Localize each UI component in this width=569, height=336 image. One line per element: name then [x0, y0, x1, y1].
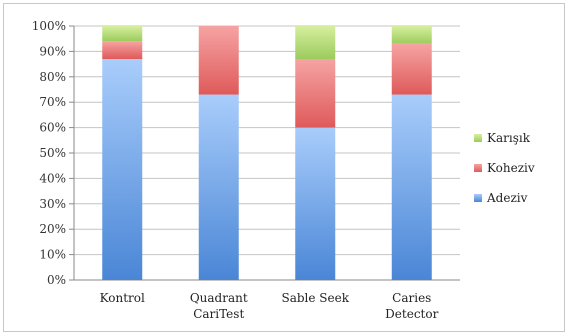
bar-segment-koheziv: [102, 41, 143, 60]
legend-label: Adeziv: [486, 191, 528, 205]
legend-label: Karışık: [487, 131, 531, 145]
x-category-label: Sable Seek: [281, 291, 349, 305]
chart-frame: [3, 3, 565, 332]
y-tick-label: 60%: [39, 121, 66, 135]
bars: [102, 26, 432, 280]
legend: Karışık Koheziv Adeziv: [474, 131, 535, 205]
legend-swatch: [474, 164, 482, 172]
bar-segment-adeziv: [391, 94, 432, 280]
y-tick-label: 90%: [39, 44, 66, 58]
bar-segment-adeziv: [198, 94, 239, 280]
y-tick-label: 70%: [39, 95, 66, 109]
y-tick-label: 20%: [39, 222, 66, 236]
bar-segment-kar-k: [102, 26, 143, 42]
x-category-label: Quadrant CariTest: [190, 291, 248, 321]
y-tick-label: 80%: [39, 70, 66, 84]
bar-segment-koheziv: [198, 26, 239, 95]
legend-label: Koheziv: [487, 161, 535, 175]
bar-segment-kar-k: [391, 26, 432, 44]
bar-segment-adeziv: [102, 59, 143, 280]
bar-segment-koheziv: [391, 43, 432, 95]
bar-segment-adeziv: [295, 127, 336, 280]
bar-segment-koheziv: [295, 59, 336, 128]
x-category-label: Kontrol: [100, 291, 145, 305]
y-axis: 0% 10% 20% 30% 40% 50% 60% 70% 80% 90% 100%: [32, 19, 75, 287]
y-tick-label: 50%: [39, 146, 66, 160]
y-tick-label: 40%: [39, 171, 66, 185]
x-category-label: Caries Detector: [385, 291, 438, 321]
y-tick-label: 100%: [32, 19, 66, 33]
x-axis-labels: Kontrol Quadrant CariTest Sable Seek Caries D…: [100, 291, 439, 321]
legend-swatch: [474, 194, 482, 202]
y-tick-label: 0%: [47, 273, 66, 287]
y-tick-label: 10%: [39, 248, 66, 262]
bar-segment-kar-k: [295, 26, 336, 60]
y-tick-label: 30%: [39, 197, 66, 211]
legend-swatch: [474, 134, 482, 142]
